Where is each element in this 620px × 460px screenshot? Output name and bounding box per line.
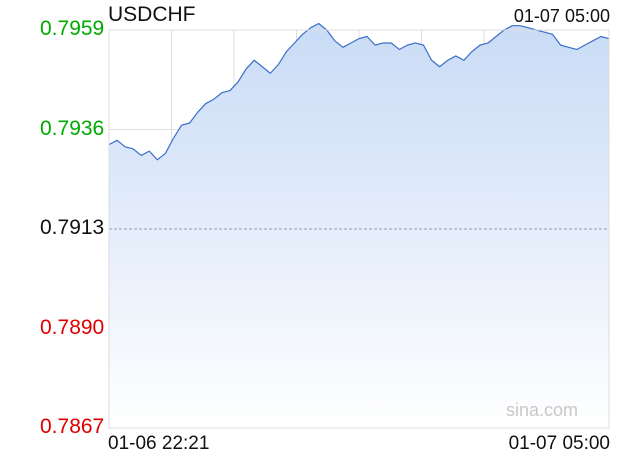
- x-tick-start: 01-06 22:21: [108, 433, 210, 454]
- y-tick-label: 0.7959: [40, 17, 105, 40]
- y-tick-label: 0.7913: [40, 216, 105, 239]
- plot-frame: [108, 29, 610, 429]
- price-line: [108, 22, 610, 161]
- symbol-title: USDCHF: [108, 3, 196, 26]
- watermark: sina.com: [506, 400, 579, 420]
- x-tick-end: 01-07 05:00: [508, 433, 610, 454]
- latest-timestamp: 01-07 05:00: [513, 6, 610, 26]
- y-tick-label: 0.7936: [40, 116, 105, 140]
- price-area: [109, 23, 609, 428]
- y-tick-label: 0.7867: [40, 415, 105, 438]
- y-tick-label: 0.7890: [40, 315, 105, 339]
